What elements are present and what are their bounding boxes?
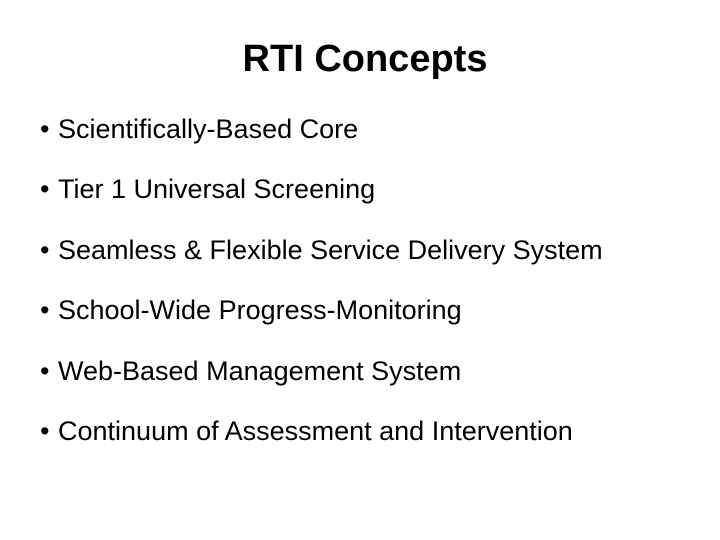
- list-item: Seamless & Flexible Service Delivery Sys…: [40, 234, 690, 266]
- list-item: Scientifically-Based Core: [40, 113, 690, 145]
- list-item: School-Wide Progress-Monitoring: [40, 294, 690, 326]
- list-item: Continuum of Assessment and Intervention: [40, 415, 690, 447]
- list-item: Tier 1 Universal Screening: [40, 173, 690, 205]
- bullet-list: Scientifically-Based Core Tier 1 Univers…: [40, 113, 690, 447]
- list-item: Web-Based Management System: [40, 355, 690, 387]
- slide-title: RTI Concepts: [40, 38, 690, 81]
